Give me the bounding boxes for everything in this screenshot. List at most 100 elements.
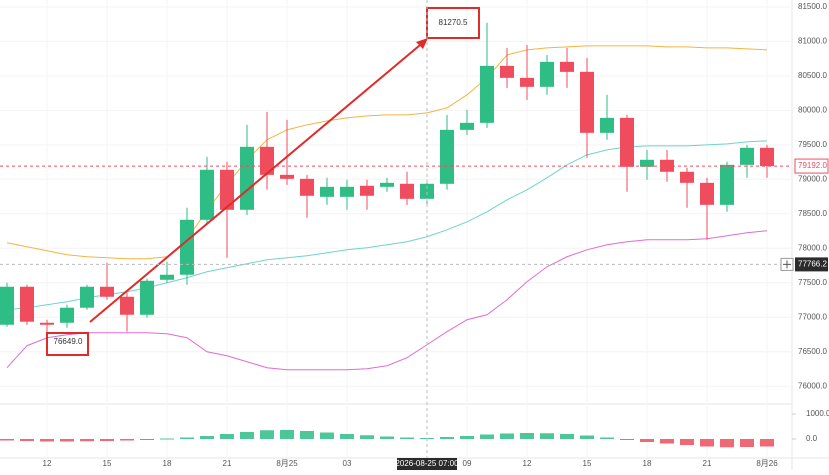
hist-bar: [440, 437, 454, 439]
trend-arrow: [89, 39, 427, 323]
hist-bar: [260, 430, 274, 439]
y-tick-label: 78000.0: [798, 243, 827, 252]
hist-bar: [520, 433, 534, 439]
body: [400, 183, 414, 199]
body: [600, 117, 614, 133]
y-tick-label: 76500.0: [798, 347, 827, 356]
hist-bar: [120, 439, 134, 441]
y-tick-label: 76000.0: [798, 381, 827, 390]
band-line: [6, 230, 768, 371]
band-line: [6, 45, 768, 260]
hist-bar: [700, 439, 714, 447]
hist-bar: [400, 437, 414, 439]
y-tick-label: 80000.0: [798, 105, 827, 114]
body: [560, 61, 574, 72]
x-tick-label: 18: [643, 459, 652, 468]
hist-bar: [220, 434, 234, 439]
arrow-head: [416, 38, 428, 49]
hist-bar: [560, 434, 574, 439]
x-tick-label: 15: [103, 459, 112, 468]
body: [360, 185, 374, 196]
hist-bar: [20, 439, 34, 441]
y-tick-label: 80500.0: [798, 71, 827, 80]
crosshair-price-label: 77766.2: [798, 260, 827, 269]
x-tick-label: 8月25: [276, 459, 298, 468]
grid: [0, 6, 792, 387]
body: [740, 147, 754, 165]
body: [240, 146, 254, 210]
x-tick-label: 09: [463, 459, 472, 468]
body: [180, 219, 194, 275]
body: [40, 322, 54, 325]
hist-bar: [320, 432, 334, 439]
hist-bar: [480, 434, 494, 439]
histogram: [0, 430, 774, 448]
body: [100, 286, 114, 297]
hist-bar: [300, 431, 314, 439]
hist-bar: [60, 439, 74, 442]
y-tick-label: 77500.0: [798, 278, 827, 287]
x-tick-label: 18: [163, 459, 172, 468]
hist-bar: [40, 439, 54, 442]
band-line: [6, 140, 768, 311]
hist-bar: [200, 436, 214, 439]
x-tick-label: 03: [343, 459, 352, 468]
hist-bar: [160, 438, 174, 440]
body: [480, 65, 494, 123]
low-box: [46, 332, 89, 356]
body: [20, 286, 34, 322]
x-tick-label: 21: [703, 459, 712, 468]
hist-bar: [680, 439, 694, 445]
crosshair-plus: [783, 260, 791, 269]
high-label: 81270.5: [439, 18, 468, 27]
body: [220, 169, 234, 210]
hist-bar: [620, 439, 634, 440]
hist-bar: [240, 432, 254, 439]
hist-bar: [460, 436, 474, 439]
hist-bar: [500, 433, 514, 439]
body: [640, 159, 654, 167]
hist-bar: [340, 434, 354, 439]
x-tick-label: 15: [583, 459, 592, 468]
body: [700, 182, 714, 205]
low-label: 76649.0: [54, 337, 83, 346]
body: [280, 174, 294, 179]
body: [580, 71, 594, 133]
body: [340, 186, 354, 197]
high-box: [426, 7, 480, 39]
y-tick-label: 81500.0: [798, 2, 827, 11]
body: [620, 117, 634, 167]
hist-tick-label: 1000.0: [806, 409, 829, 418]
hist-bar: [640, 439, 654, 442]
hist-bar: [180, 437, 194, 439]
y-tick-label: 79500.0: [798, 140, 827, 149]
body: [420, 183, 434, 199]
hist-bar: [540, 433, 554, 439]
crosshair-time: 2026-08-25 07:00: [395, 459, 459, 468]
body: [60, 307, 74, 323]
last-price-box: [794, 158, 829, 174]
body: [460, 122, 474, 130]
y-tick-label: 78500.0: [798, 209, 827, 218]
body: [120, 296, 134, 315]
body: [160, 274, 174, 280]
crosshair-time-box: [397, 458, 457, 470]
y-tick-label: 77000.0: [798, 312, 827, 321]
body: [200, 169, 214, 220]
x-tick-label: 12: [43, 459, 52, 468]
y-tick-label: 79000.0: [798, 174, 827, 183]
body: [80, 286, 94, 308]
body: [500, 65, 514, 78]
hist-tick-label: 0.0: [806, 434, 818, 443]
hist-bar: [280, 430, 294, 439]
body: [680, 171, 694, 183]
body: [720, 164, 734, 205]
hist-bar: [140, 439, 154, 440]
hist-bar: [720, 439, 734, 448]
x-tick-label: 12: [523, 459, 532, 468]
body: [440, 129, 454, 184]
body: [380, 182, 394, 187]
axis: 76000.0 76500.0 77000.0 77500.0 78000.0 78500…: [43, 2, 829, 468]
body: [520, 77, 534, 87]
